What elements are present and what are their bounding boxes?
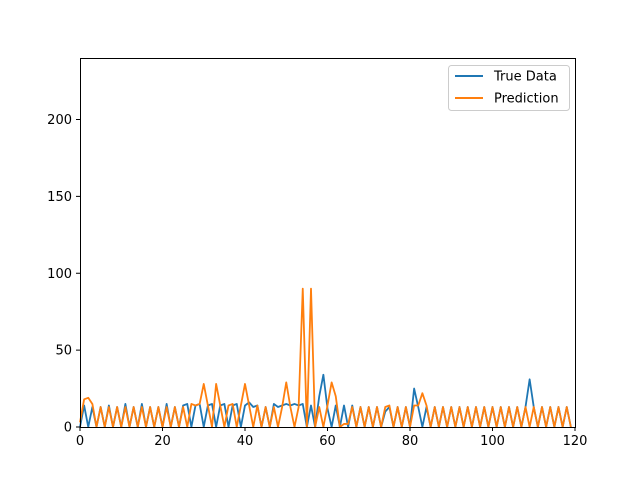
x-axis: 0 20 40 60 80 100 120 <box>76 427 588 449</box>
series-line-prediction <box>79 287 572 428</box>
x-tick-label: 20 <box>154 434 171 449</box>
series-layer <box>79 287 572 428</box>
legend: True Data Prediction <box>448 65 570 111</box>
legend-label-prediction: Prediction <box>494 92 559 107</box>
y-tick-label: 50 <box>55 344 72 359</box>
x-tick-label: 120 <box>563 434 588 449</box>
x-tick-label: 100 <box>480 434 505 449</box>
plot-frame <box>80 58 576 428</box>
x-tick-label: 0 <box>76 434 84 449</box>
y-tick-label: 0 <box>64 421 72 436</box>
x-tick-label: 40 <box>237 434 254 449</box>
y-tick-label: 200 <box>47 113 72 128</box>
x-tick-label: 60 <box>319 434 336 449</box>
y-tick-label: 100 <box>47 267 72 282</box>
x-tick-label: 80 <box>402 434 419 449</box>
legend-label-true-data: True Data <box>493 70 557 85</box>
y-tick-label: 150 <box>47 190 72 205</box>
y-axis: 0 50 100 150 200 <box>47 113 80 436</box>
